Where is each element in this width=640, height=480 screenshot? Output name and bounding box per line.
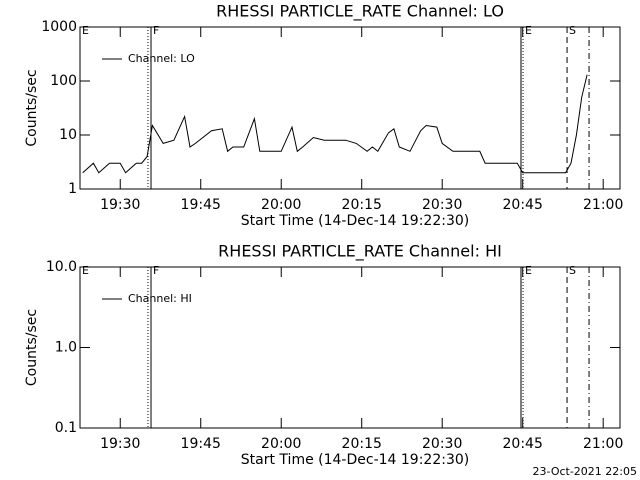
x-tick-label: 20:00 <box>261 436 301 452</box>
event-label: E <box>82 24 89 37</box>
x-tick-label: 21:00 <box>583 197 623 213</box>
y-tick-label: 10 <box>59 127 77 143</box>
plot-frame <box>79 26 621 190</box>
event-label: E <box>525 24 532 37</box>
chart-title: RHESSI PARTICLE_RATE Channel: HI <box>218 242 502 262</box>
x-tick-label: 19:30 <box>100 436 140 452</box>
x-tick-label: 20:45 <box>503 436 543 452</box>
x-axis-title: Start Time (14-Dec-14 19:22:30) <box>241 213 469 229</box>
event-label: E <box>525 264 532 277</box>
timestamp: 23-Oct-2021 22:05 <box>533 465 637 478</box>
y-tick-label: 1 <box>68 181 77 197</box>
y-axis-title: Counts/sec <box>24 69 40 146</box>
y-tick-label: 0.1 <box>55 420 77 436</box>
data-line <box>82 74 588 174</box>
x-tick-label: 19:30 <box>100 197 140 213</box>
x-axis-title: Start Time (14-Dec-14 19:22:30) <box>241 452 469 468</box>
x-tick-label: 21:00 <box>583 436 623 452</box>
x-tick-label: 19:45 <box>181 197 221 213</box>
x-tick-label: 19:45 <box>181 436 221 452</box>
x-tick-label: 20:15 <box>342 197 382 213</box>
x-tick-label: 20:30 <box>422 436 462 452</box>
y-tick-label: 1.0 <box>55 340 77 356</box>
x-tick-label: 20:00 <box>261 197 301 213</box>
event-label: F <box>153 24 159 37</box>
x-tick-label: 20:15 <box>342 436 382 452</box>
y-axis-title: Counts/sec <box>24 309 40 386</box>
event-label: E <box>82 264 89 277</box>
legend-label: Channel: HI <box>128 292 192 305</box>
x-tick-label: 20:30 <box>422 197 462 213</box>
event-label: S <box>569 24 576 37</box>
chart-title: RHESSI PARTICLE_RATE Channel: LO <box>216 2 504 22</box>
y-tick-label: 1000 <box>41 19 77 35</box>
event-label: S <box>569 264 576 277</box>
y-tick-label: 10.0 <box>46 259 77 275</box>
y-tick-label: 100 <box>50 73 77 89</box>
legend-label: Channel: LO <box>128 52 195 65</box>
event-label: F <box>153 264 159 277</box>
x-tick-label: 20:45 <box>503 197 543 213</box>
